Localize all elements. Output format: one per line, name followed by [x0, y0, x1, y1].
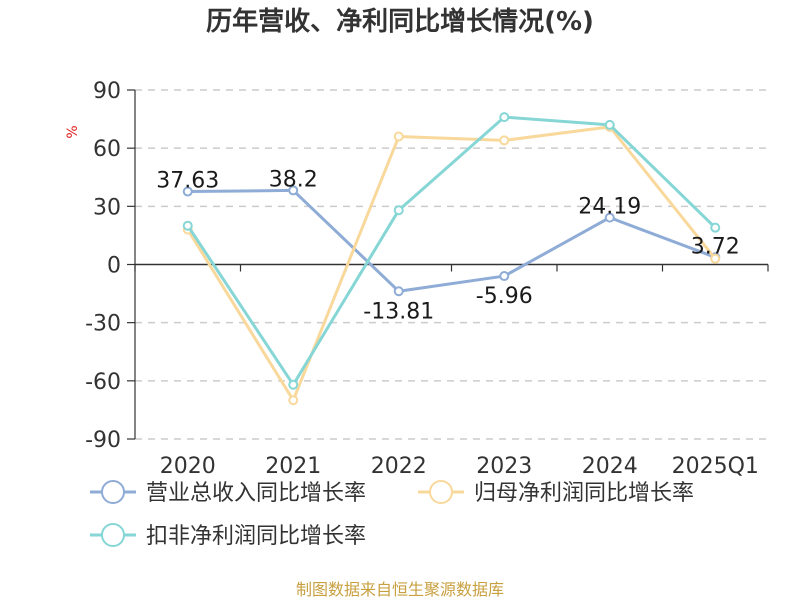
legend-marker — [101, 523, 125, 547]
axes: 90 60 30 0 -30 -60 -90 2020 2021 2022 2023 2024 2025… — [85, 79, 769, 479]
data-point — [182, 186, 193, 197]
y-tick-label: -90 — [85, 428, 121, 453]
y-tick-label: 30 — [93, 195, 121, 220]
data-label: 24.19 — [578, 195, 641, 220]
series-line — [186, 115, 717, 387]
legend-item: 营业总收入同比增长率 — [90, 480, 366, 506]
data-point — [710, 253, 721, 264]
data-point — [288, 379, 299, 390]
legend-label: 归母净利润同比增长率 — [474, 481, 694, 506]
y-tick-label: -60 — [85, 370, 121, 395]
data-label: -5.96 — [476, 284, 533, 309]
legend-label: 营业总收入同比增长率 — [146, 481, 366, 506]
y-axis-unit: % — [65, 125, 81, 138]
x-tick-label: 2025Q1 — [672, 454, 759, 479]
y-tick-label: 90 — [93, 79, 121, 104]
legend-marker — [101, 480, 125, 504]
legend-label: 扣非净利润同比增长率 — [146, 524, 366, 549]
legend-item: 归母净利润同比增长率 — [418, 480, 694, 506]
data-point — [393, 131, 404, 142]
series-line — [187, 188, 716, 293]
series-line — [186, 125, 717, 402]
data-point — [182, 220, 193, 231]
data-point — [393, 205, 404, 216]
source-note: 制图数据来自恒生聚源数据库 — [296, 580, 504, 599]
x-tick-label: 2020 — [160, 454, 216, 479]
series-lines — [182, 112, 721, 406]
data-label: 3.72 — [691, 234, 740, 259]
chart-title: 历年营收、净利同比增长情况(%) — [206, 6, 594, 37]
legend-item: 扣非净利润同比增长率 — [90, 523, 366, 549]
legend-marker — [429, 480, 453, 504]
data-label: 37.63 — [156, 169, 219, 194]
data-labels: 37.63 38.2 -13.81 -5.96 24.19 3.72 — [156, 167, 739, 324]
x-tick-label: 2021 — [265, 454, 321, 479]
y-tick-label: 60 — [93, 137, 121, 162]
data-point — [288, 185, 299, 196]
data-point — [710, 222, 721, 233]
y-tick-label: 0 — [107, 254, 121, 279]
data-point — [604, 119, 615, 130]
data-point — [499, 135, 510, 146]
data-point — [499, 271, 510, 282]
data-point — [604, 212, 615, 223]
x-tick-label: 2024 — [582, 454, 638, 479]
data-label: -13.81 — [363, 299, 434, 324]
x-tick-label: 2023 — [476, 454, 532, 479]
grid-lines — [135, 89, 768, 440]
y-tick-label: -30 — [85, 312, 121, 337]
data-point — [393, 286, 404, 297]
x-tick-label: 2022 — [371, 454, 427, 479]
data-point — [288, 395, 299, 406]
data-point — [499, 112, 510, 123]
data-label: 38.2 — [269, 167, 318, 192]
